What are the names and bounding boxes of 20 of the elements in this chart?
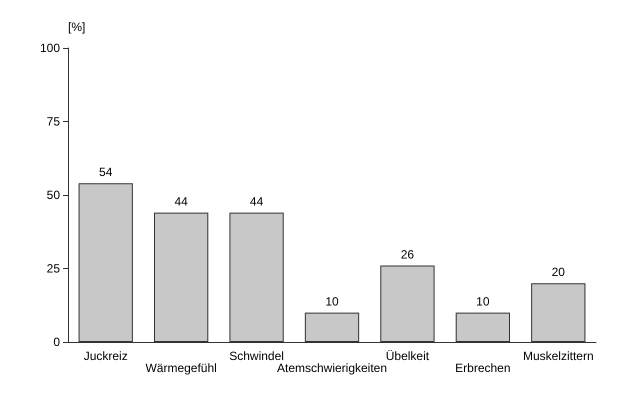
y-axis-title: [%] [68, 20, 86, 34]
data-label: 20 [552, 265, 566, 280]
data-label: 44 [250, 194, 264, 209]
x-tick-label: Übelkeit [386, 349, 430, 363]
data-label: 44 [174, 194, 188, 209]
y-tick-label: 0 [53, 335, 60, 349]
y-tick-label: 100 [40, 41, 60, 55]
y-tick-label: 50 [46, 188, 60, 202]
x-tick-label: Muskelzittern [522, 349, 594, 363]
y-tick-label: 25 [46, 262, 60, 276]
x-tick-label: Schwindel [229, 349, 284, 363]
data-label: 10 [476, 294, 490, 309]
x-tick-label: Erbrechen [455, 361, 511, 375]
x-tick-label: Atemschwierigkeiten [276, 361, 388, 375]
y-tick-label: 75 [46, 114, 60, 128]
data-label: 10 [325, 294, 339, 309]
data-label: 26 [400, 248, 414, 262]
x-tick-label: Wärmegefühl [145, 361, 217, 375]
x-tick-label: Juckreiz [84, 349, 128, 363]
data-label: 54 [99, 165, 113, 180]
